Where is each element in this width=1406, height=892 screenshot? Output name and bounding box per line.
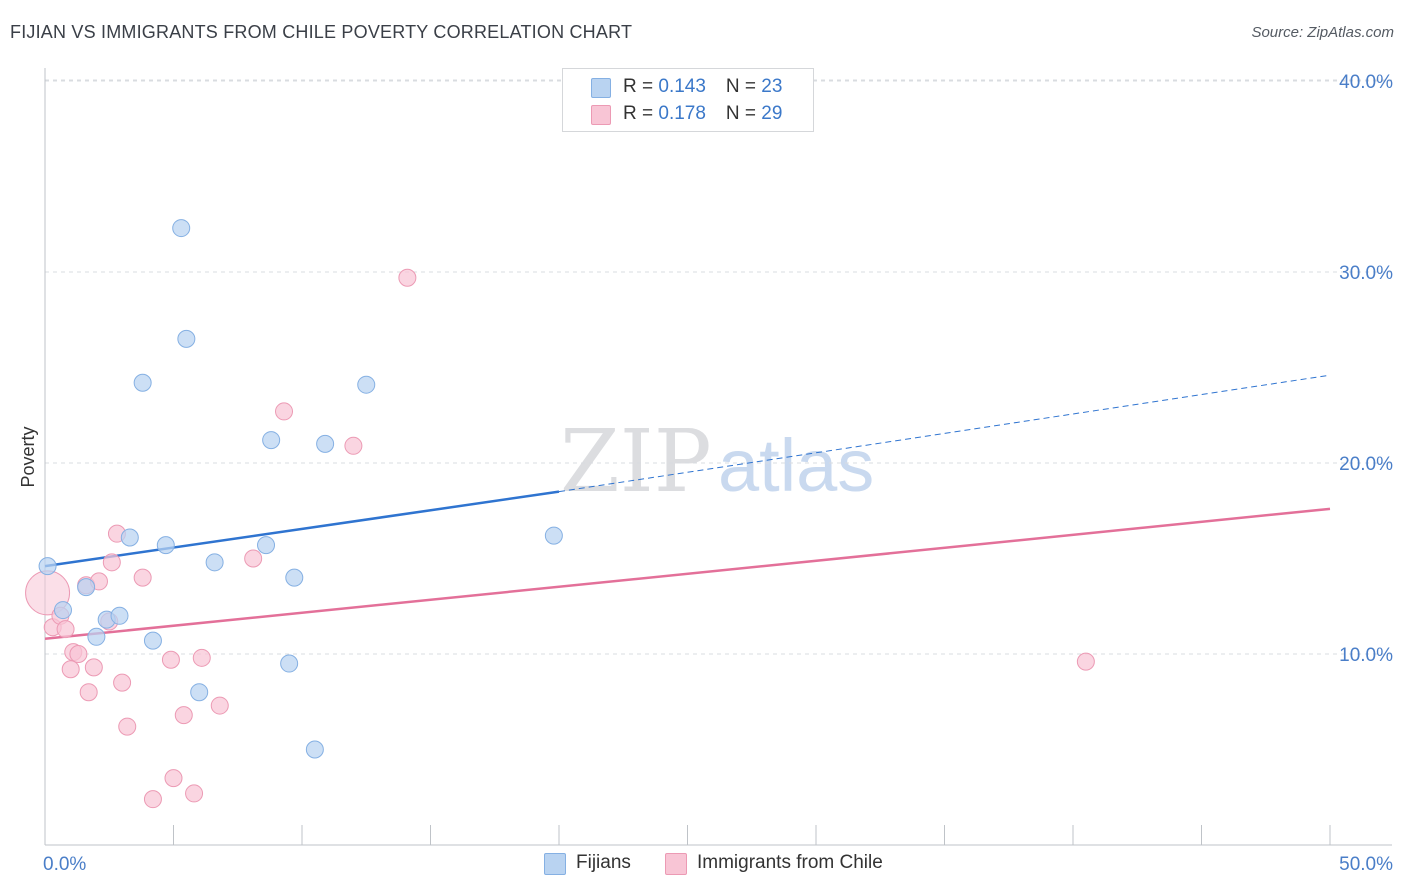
chile-point xyxy=(1076,652,1095,671)
fijians-swatch xyxy=(591,78,611,98)
y-tick-label: 20.0% xyxy=(1339,454,1393,475)
trend-line-chile xyxy=(44,507,1331,640)
chile-point xyxy=(143,790,162,809)
fijian-point xyxy=(53,601,72,620)
fijian-point xyxy=(544,526,563,545)
chile-point xyxy=(56,620,75,639)
legend-label-chile: Immigrants from Chile xyxy=(697,852,883,873)
n-value: 29 xyxy=(761,103,783,124)
fijian-point xyxy=(190,683,209,702)
stats-text-fijians: R = 0.143 N = 23 xyxy=(623,76,782,98)
chile-point xyxy=(164,769,183,788)
fijian-point xyxy=(305,740,324,759)
chile-point xyxy=(174,706,193,725)
axis-labels: 10.0% 20.0% 30.0% 40.0% 0.0% 50.0% Poverty xyxy=(18,72,1393,875)
stats-legend: R = 0.143 N = 23 R = 0.178 N = 29 xyxy=(562,68,814,132)
chile-point xyxy=(79,683,98,702)
chile-point xyxy=(84,658,103,677)
x-tick-label: 50.0% xyxy=(1339,854,1393,875)
trend-line-fijians xyxy=(44,490,560,568)
fijian-point xyxy=(205,553,224,572)
fijian-point xyxy=(143,631,162,650)
stats-text-chile: R = 0.178 N = 29 xyxy=(623,103,782,125)
y-tick-label: 10.0% xyxy=(1339,645,1393,666)
y-tick-label: 30.0% xyxy=(1339,263,1393,284)
n-label: N = xyxy=(725,103,762,124)
x-tick-label: 0.0% xyxy=(43,854,86,875)
grid-layer xyxy=(45,79,1392,655)
chart-title: FIJIAN VS IMMIGRANTS FROM CHILE POVERTY … xyxy=(10,22,633,42)
fijian-point xyxy=(280,654,299,673)
chile-point xyxy=(102,553,121,572)
y-axis-title: Poverty xyxy=(18,426,38,487)
chile-point xyxy=(275,402,294,421)
fijian-point xyxy=(357,375,376,394)
legend-label-fijians: Fijians xyxy=(576,852,631,873)
chile-point xyxy=(244,549,263,568)
chile-point xyxy=(133,568,152,587)
n-label: N = xyxy=(725,76,762,97)
r-value: 0.178 xyxy=(658,103,706,124)
chile-point xyxy=(113,673,132,692)
fijian-point xyxy=(38,557,57,576)
chile-legend-swatch xyxy=(665,853,687,875)
chile-swatch xyxy=(591,105,611,125)
chile-point xyxy=(161,650,180,669)
fijian-point xyxy=(87,627,106,646)
axis-layer xyxy=(44,68,1392,846)
n-value: 23 xyxy=(761,76,783,97)
trend-layer xyxy=(44,374,1331,640)
fijian-point xyxy=(110,606,129,625)
chart-source: Source: ZipAtlas.com xyxy=(1251,24,1394,41)
fijian-point xyxy=(77,578,96,597)
fijian-point xyxy=(156,536,175,555)
r-label: R = xyxy=(623,103,659,124)
chile-point xyxy=(69,645,88,663)
fijian-point xyxy=(257,536,276,555)
chile-point xyxy=(185,784,204,803)
watermark-atlas: atlas xyxy=(718,424,874,507)
fijian-point xyxy=(316,434,335,453)
y-tick-label: 40.0% xyxy=(1339,72,1393,93)
chile-point xyxy=(398,268,417,287)
chile-point xyxy=(118,717,137,736)
chile-point xyxy=(210,696,229,715)
fijian-point xyxy=(262,431,281,450)
watermark-zip: ZIP xyxy=(560,412,712,512)
r-value: 0.143 xyxy=(658,76,706,97)
r-label: R = xyxy=(623,76,659,97)
fijian-point xyxy=(172,219,191,238)
chile-point xyxy=(192,648,211,667)
points-layer xyxy=(25,219,1095,809)
chile-point xyxy=(61,660,80,679)
fijians-legend-swatch xyxy=(544,853,566,875)
fijian-point xyxy=(133,373,152,392)
fijian-point xyxy=(177,329,196,348)
fijian-point xyxy=(285,568,304,587)
fijian-point xyxy=(120,528,139,547)
chile-point xyxy=(344,436,363,455)
